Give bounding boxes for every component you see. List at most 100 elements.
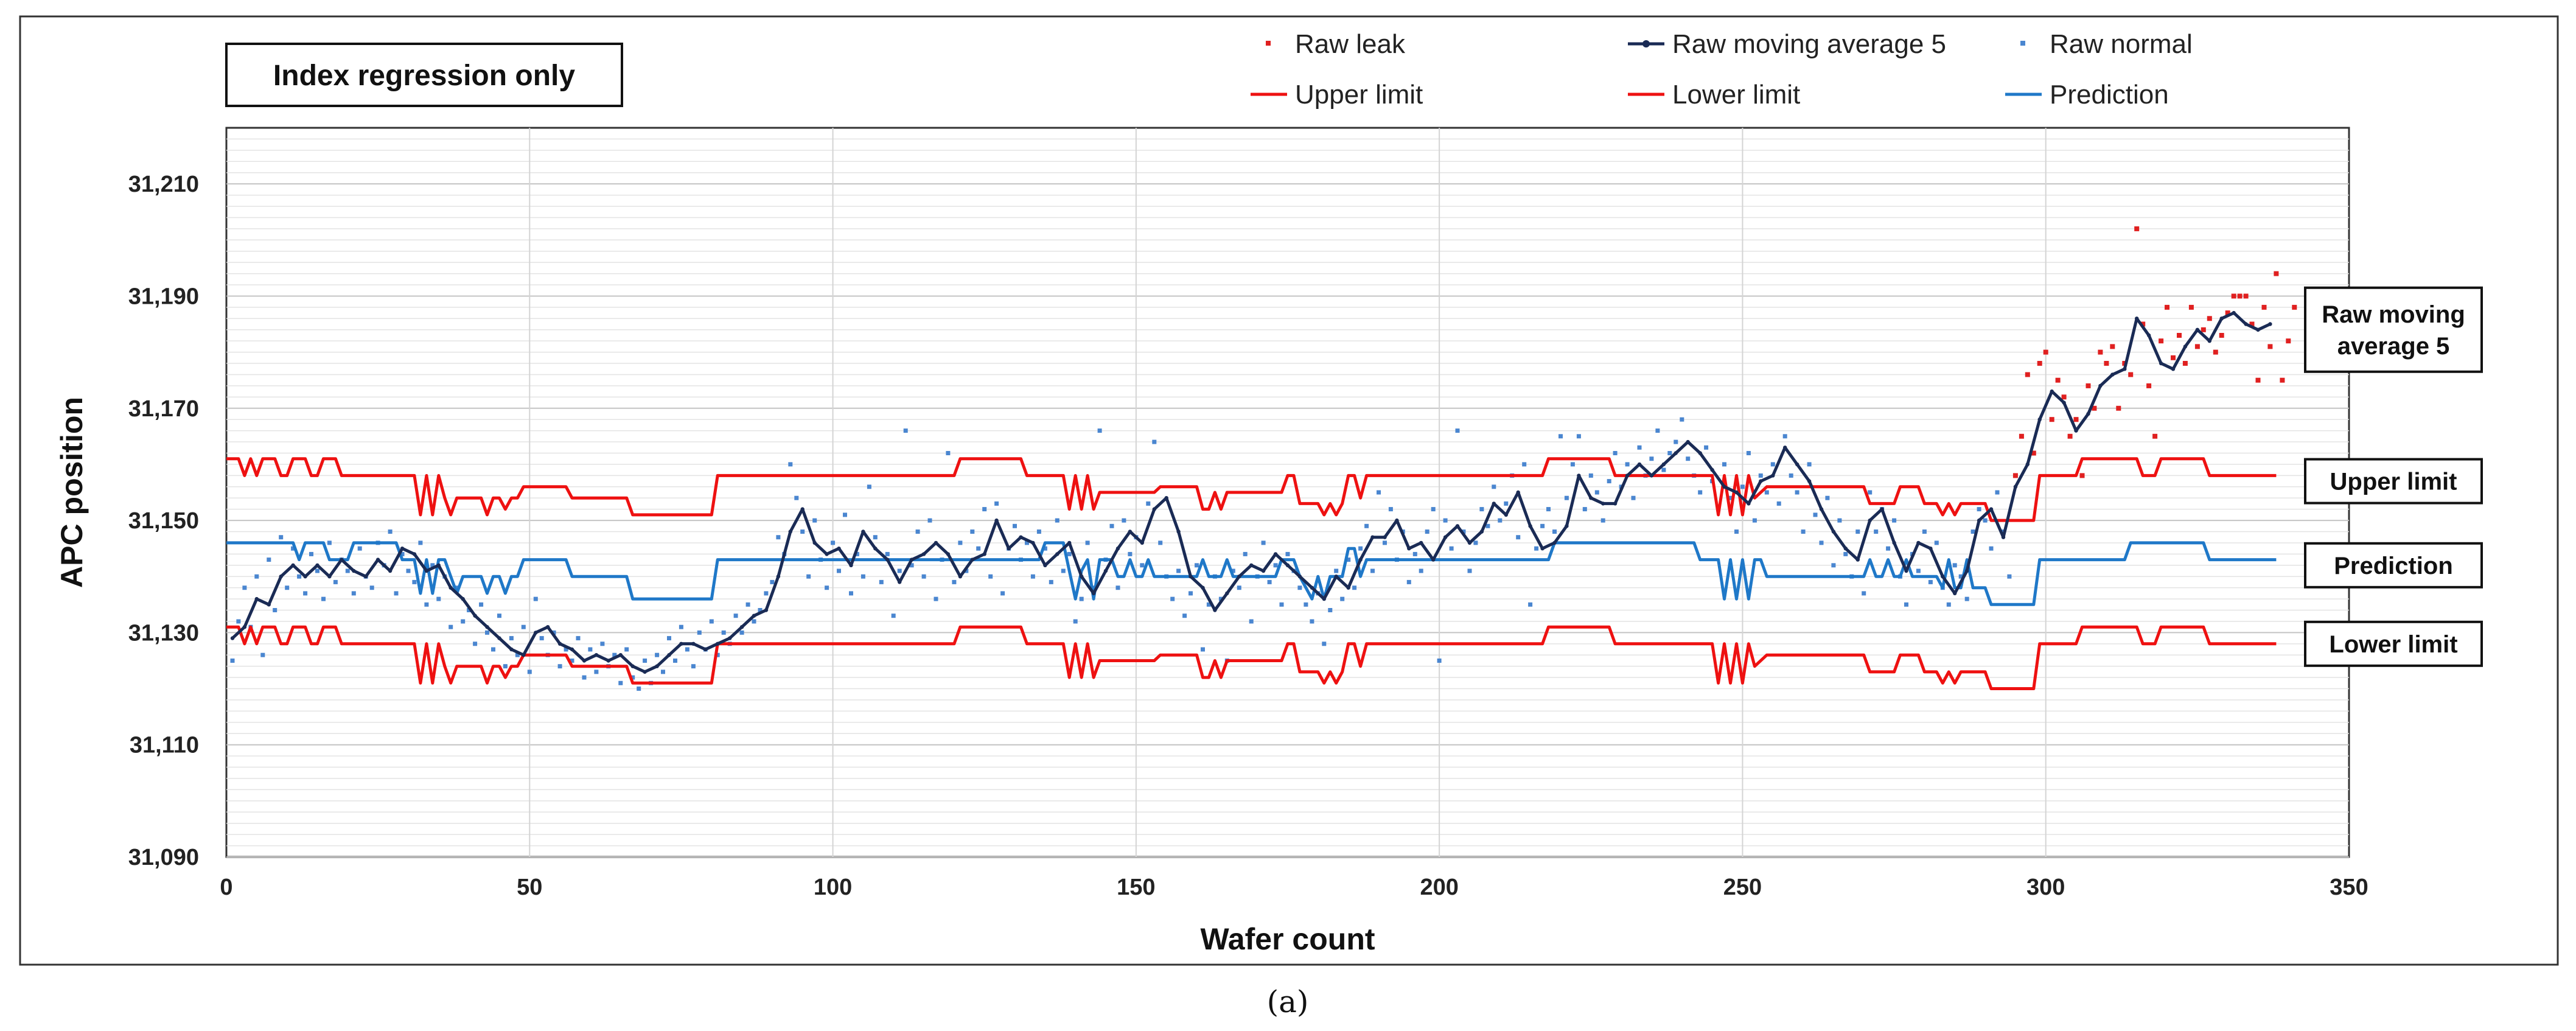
moving-average-marker — [1540, 547, 1545, 551]
raw-leak-point — [2061, 394, 2067, 400]
moving-average-marker — [375, 557, 380, 562]
raw-normal-point — [1752, 518, 1757, 523]
raw-normal-point — [1025, 540, 1029, 545]
raw-normal-point — [1680, 417, 1684, 422]
moving-average-marker — [1261, 568, 1266, 573]
legend-swatch-marker — [1642, 40, 1650, 47]
raw-leak-point — [2079, 473, 2085, 478]
moving-average-marker — [2232, 310, 2236, 315]
raw-normal-point — [618, 680, 623, 685]
raw-normal-point — [1358, 546, 1363, 551]
moving-average-marker — [1467, 540, 1472, 545]
moving-average-marker — [655, 664, 659, 668]
raw-leak-point — [2219, 333, 2224, 338]
raw-leak-point — [2073, 417, 2079, 422]
moving-average-marker — [1031, 540, 1035, 545]
raw-normal-point — [1364, 523, 1369, 528]
raw-leak-point — [2025, 372, 2030, 377]
raw-normal-point — [1189, 591, 1193, 596]
moving-average-marker — [1213, 608, 1217, 612]
raw-leak-point — [2255, 377, 2261, 383]
raw-normal-point — [1230, 568, 1235, 573]
moving-average-marker — [364, 575, 368, 579]
moving-average-marker — [1383, 535, 1387, 539]
legend-label: Prediction — [2050, 80, 2169, 110]
raw-leak-point — [2159, 338, 2164, 344]
annotations: Raw moving average 5 Upper limit Prediction… — [2304, 286, 2483, 667]
raw-normal-point — [1322, 641, 1327, 646]
moving-average-marker — [885, 557, 890, 562]
raw-normal-point — [1807, 462, 1812, 467]
raw-normal-point — [1485, 523, 1490, 528]
annotation-label: Raw moving — [2322, 301, 2465, 328]
moving-average-marker — [1674, 451, 1678, 455]
raw-leak-point — [2286, 338, 2291, 344]
y-axis-title: APC position — [55, 397, 89, 588]
raw-normal-point — [1115, 585, 1120, 590]
moving-average-marker — [1953, 591, 1957, 596]
moving-average-marker — [1334, 575, 1338, 579]
raw-normal-point — [1377, 490, 1381, 495]
moving-average-marker — [1795, 462, 1799, 467]
raw-normal-point — [630, 675, 635, 680]
raw-normal-point — [1928, 579, 1933, 584]
raw-normal-point — [333, 579, 338, 584]
raw-normal-point — [1655, 428, 1660, 433]
moving-average-marker — [1225, 591, 1229, 596]
annotation-label: Lower limit — [2329, 631, 2457, 658]
raw-normal-point — [533, 596, 538, 601]
raw-normal-point — [1479, 507, 1484, 512]
raw-normal-point — [2007, 574, 2012, 579]
moving-average-marker — [1710, 467, 1714, 472]
raw-normal-point — [1146, 501, 1151, 506]
upper-limit-line — [226, 457, 2277, 522]
raw-normal-point — [1091, 585, 1096, 590]
moving-average-marker — [2110, 372, 2115, 377]
raw-normal-point — [1122, 518, 1126, 523]
raw-normal-point — [885, 551, 890, 556]
raw-normal-point — [1819, 540, 1824, 545]
moving-average-marker — [1552, 540, 1557, 545]
raw-normal-point — [485, 630, 489, 635]
moving-average-marker — [1285, 563, 1290, 567]
raw-normal-point — [1304, 602, 1308, 607]
moving-average-marker — [1649, 474, 1654, 478]
raw-normal-point — [564, 647, 568, 652]
annotation-label: average 5 — [2337, 333, 2450, 360]
raw-leak-point — [2140, 321, 2146, 327]
raw-normal-point — [1922, 529, 1927, 534]
moving-average-marker — [340, 557, 344, 562]
raw-normal-point — [849, 591, 853, 596]
raw-normal-point — [369, 585, 374, 590]
raw-normal-point — [1279, 602, 1284, 607]
moving-average-marker — [352, 568, 356, 573]
raw-normal-point — [806, 574, 811, 579]
raw-normal-point — [1182, 613, 1187, 618]
raw-leak-point — [2243, 293, 2249, 299]
raw-leak-point — [2201, 327, 2206, 332]
raw-normal-point — [915, 529, 920, 534]
moving-average-marker — [1007, 547, 1011, 551]
raw-normal-point — [1467, 568, 1472, 573]
raw-normal-point — [1946, 602, 1951, 607]
moving-average-marker — [728, 636, 732, 640]
raw-normal-point — [1085, 540, 1090, 545]
y-tick-label: 31,170 — [128, 396, 199, 422]
x-axis-title: Wafer count — [1200, 922, 1375, 956]
moving-average-marker — [1722, 484, 1726, 489]
raw-leak-point — [2188, 304, 2194, 310]
moving-average-marker — [449, 585, 453, 590]
raw-normal-point — [1431, 507, 1436, 512]
moving-average-marker — [946, 552, 951, 556]
moving-average-marker — [1989, 507, 1994, 511]
moving-average-marker — [1783, 446, 1787, 450]
annotation-box-frame — [2304, 286, 2483, 373]
raw-normal-point — [297, 574, 302, 579]
raw-normal-point — [709, 619, 714, 624]
moving-average-marker — [1977, 518, 1981, 523]
moving-average-marker — [254, 596, 259, 601]
raw-normal-point — [964, 568, 969, 573]
raw-normal-point — [843, 512, 847, 517]
raw-normal-point — [570, 659, 574, 663]
